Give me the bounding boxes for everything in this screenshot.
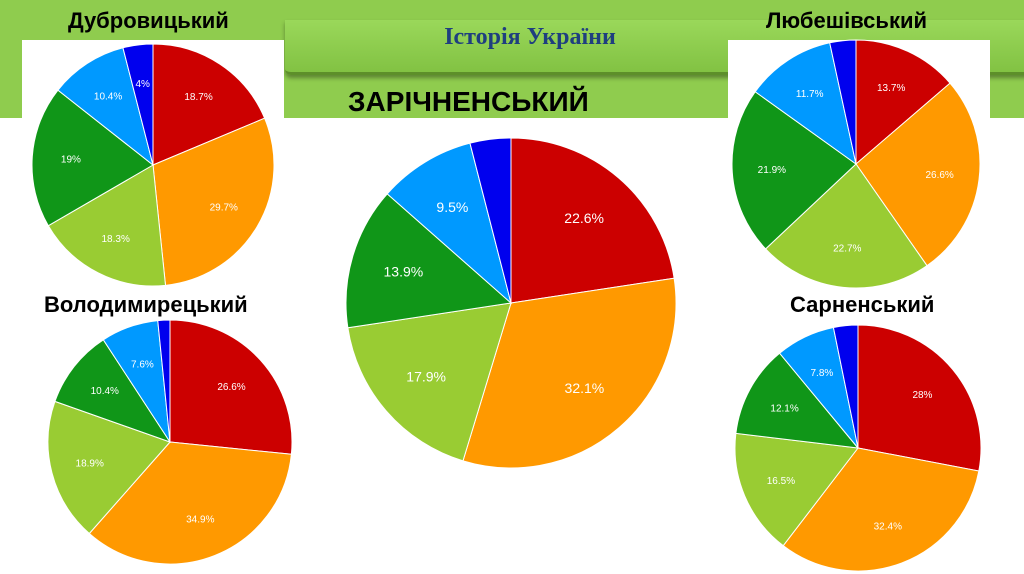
chart-title-liubeshivskyi: Любешівський: [766, 8, 928, 33]
pie-label-3: 10.4%: [91, 386, 119, 397]
pie-label-3: 12.1%: [770, 403, 798, 414]
pie-slice-5: [157, 319, 171, 443]
pie-slice-5: [469, 137, 512, 304]
pie-label-5: 4%: [135, 79, 150, 90]
pie-slice-0: [152, 43, 266, 166]
pie-label-4: 10.4%: [94, 92, 122, 103]
pie-slice-3: [345, 193, 513, 329]
pie-slice-2: [764, 163, 928, 289]
pie-label-0: 28%: [912, 390, 932, 401]
pie-slice-2: [347, 302, 512, 462]
chart-title-zarichnenskyi: ЗАРІЧНЕНСЬКИЙ: [348, 86, 589, 117]
pie-slice-2: [47, 400, 171, 535]
pie-slice-5: [832, 324, 859, 449]
pie-slice-4: [754, 42, 857, 166]
pie-slice-0: [510, 137, 675, 304]
pie-slice-0: [855, 39, 951, 166]
pie-label-0: 26.6%: [217, 382, 245, 393]
pie-label-4: 11.7%: [796, 89, 824, 100]
chart-title-dubrovytskyi: Дубровицький: [68, 8, 229, 33]
pie-slice-2: [734, 432, 859, 547]
pie-slice-2: [47, 164, 167, 287]
pie-slice-4: [57, 47, 154, 167]
pie-label-2: 16.5%: [767, 476, 795, 487]
pie-label-0: 22.6%: [564, 210, 604, 226]
pie-label-3: 13.9%: [384, 263, 424, 279]
chart-title-sarnenskyi: Сарненський: [790, 292, 935, 317]
pie-label-4: 7.6%: [131, 359, 154, 370]
page-title: Історія України: [444, 24, 616, 50]
pie-label-2: 17.9%: [406, 368, 446, 384]
chart-title-volodymyretskyi: Володимирецький: [44, 292, 248, 317]
pie-slice-5: [829, 39, 857, 165]
pie-label-0: 13.7%: [877, 83, 905, 94]
pie-slice-5: [122, 43, 154, 166]
pie-slice-3: [54, 339, 172, 443]
pie-slice-1: [462, 277, 677, 469]
pie-slice-3: [31, 89, 154, 227]
pie-slice-1: [88, 441, 292, 565]
pie-label-4: 7.8%: [811, 368, 834, 379]
pie-label-1: 32.1%: [565, 380, 605, 396]
pie-slice-0: [169, 319, 293, 455]
pie-label-1: 26.6%: [925, 170, 953, 181]
pie-label-4: 9.5%: [436, 199, 468, 215]
pie-label-1: 29.7%: [210, 202, 238, 213]
pie-label-0: 18.7%: [184, 92, 212, 103]
pie-slice-1: [855, 82, 981, 267]
pie-label-3: 21.9%: [758, 165, 786, 176]
pie-label-1: 34.9%: [186, 515, 214, 526]
pie-slice-1: [782, 447, 980, 572]
pie-slice-3: [731, 91, 857, 250]
pie-label-1: 32.4%: [874, 522, 902, 533]
pie-label-2: 18.3%: [102, 234, 130, 245]
pie-label-2: 22.7%: [833, 243, 861, 254]
pie-slice-0: [857, 324, 982, 472]
pie-slice-1: [152, 117, 275, 286]
pie-slice-3: [735, 352, 860, 449]
pie-label-3: 19%: [61, 155, 81, 166]
pie-label-2: 18.9%: [76, 458, 104, 469]
